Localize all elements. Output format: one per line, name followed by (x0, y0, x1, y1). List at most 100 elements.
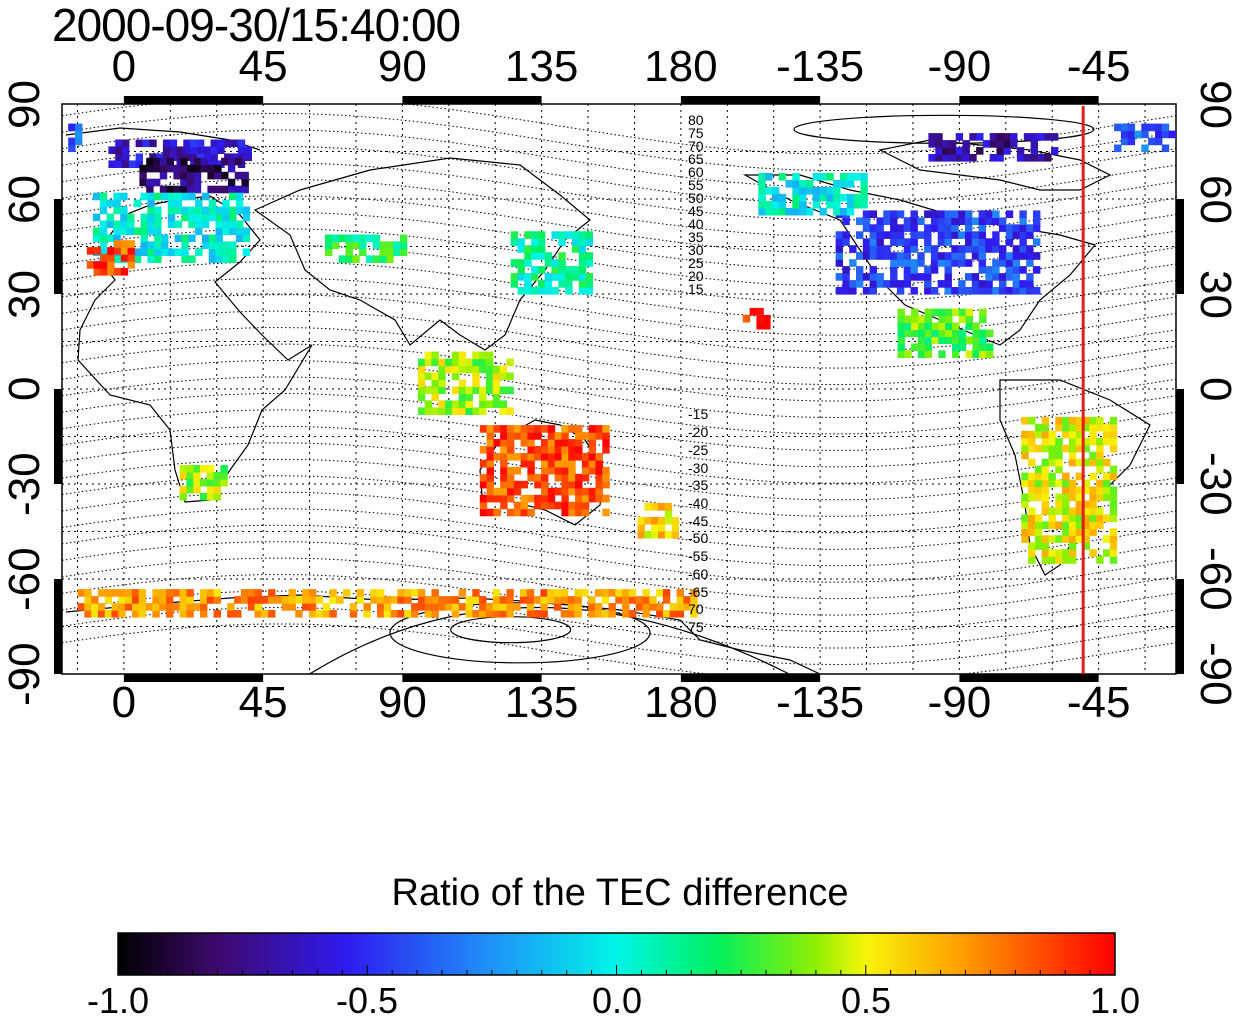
tec-cell (979, 308, 987, 317)
tec-cell (229, 248, 237, 256)
tec-cell (159, 171, 168, 180)
tec-cell (965, 273, 973, 281)
tec-cell (955, 154, 964, 162)
tec-cell (1041, 486, 1050, 495)
tec-cell (166, 185, 174, 194)
tec-cell (1012, 259, 1020, 267)
tec-cell (1109, 472, 1118, 481)
tec-cell (924, 224, 932, 232)
tec-cell (547, 425, 556, 433)
tec-cell (513, 466, 522, 475)
tec-cell (833, 207, 841, 216)
tec-cell (554, 453, 562, 461)
tec-cell (451, 386, 460, 395)
tec-cell (1021, 472, 1029, 481)
tec-cell (140, 241, 148, 249)
tec-cell (588, 439, 597, 447)
tec-cell (500, 432, 508, 440)
tec-cell (560, 589, 569, 597)
contour-line (62, 491, 1176, 550)
tec-cell (547, 487, 556, 496)
tec-cell (458, 407, 467, 415)
tec-cell (227, 157, 236, 166)
tec-cell (1062, 416, 1070, 425)
tec-cell (166, 157, 174, 166)
tec-cell (690, 603, 698, 611)
tec-cell (1048, 444, 1056, 453)
tec-cell (835, 259, 843, 267)
tec-cell (465, 393, 473, 401)
tec-cell (215, 213, 223, 222)
tec-cell (120, 227, 128, 236)
tec-cell (451, 610, 460, 618)
tec-cell (979, 336, 987, 344)
tec-cell (166, 603, 174, 611)
contour-line (62, 343, 1176, 402)
tec-cell (1075, 423, 1084, 432)
tec-cell (601, 589, 610, 597)
tec-cell (322, 603, 330, 611)
tec-cell (958, 287, 966, 295)
tec-cell (581, 466, 590, 475)
contour-label: -15 (688, 406, 709, 423)
tec-cell (215, 248, 223, 256)
tec-cell (965, 336, 973, 344)
tec-data-patches (68, 123, 1176, 618)
colorbar-label-pos-half: 0.5 (840, 980, 892, 1021)
tec-cell (404, 596, 412, 604)
tec-cell (214, 185, 222, 194)
tec-cell (1033, 287, 1041, 295)
tec-cell (924, 231, 932, 239)
tec-cell (628, 610, 637, 618)
tec-cell (1089, 451, 1097, 460)
tec-cell (958, 308, 967, 317)
tec-cell (91, 610, 99, 618)
tec-cell (486, 473, 494, 482)
tec-cell (601, 596, 610, 604)
tec-cell (676, 589, 684, 597)
tec-cell (1034, 465, 1043, 474)
tec-cell (1109, 437, 1118, 446)
tec-cell (1075, 514, 1084, 522)
tec-cell (438, 407, 446, 415)
tec-cell (510, 273, 519, 281)
tec-cell (561, 432, 569, 440)
tec-cell (288, 603, 296, 611)
tec-cell (146, 157, 154, 166)
tec-cell (377, 603, 385, 611)
tec-cell (869, 224, 877, 232)
tec-cell (180, 185, 188, 194)
tec-cell (325, 248, 333, 256)
tec-cell (431, 379, 439, 388)
left-lat-tick--90: -90 (0, 642, 49, 706)
tec-cell (1005, 210, 1014, 218)
tec-cell (924, 350, 933, 358)
tec-cell (568, 446, 576, 454)
tec-cell (658, 530, 666, 539)
tec-cell (856, 273, 864, 281)
tec-cell (1055, 451, 1063, 460)
tec-cell (377, 610, 385, 618)
tec-cell (1041, 479, 1050, 488)
tec-cell (329, 589, 337, 597)
tec-cell (431, 589, 439, 597)
tec-cell (338, 234, 346, 243)
tec-cell (1075, 493, 1084, 502)
tec-cell (971, 231, 980, 239)
tec-cell (1044, 154, 1052, 162)
tec-cell (758, 187, 766, 195)
tec-cell (458, 393, 467, 401)
tec-cell (153, 178, 161, 187)
tec-cell (835, 252, 843, 260)
tec-cell (431, 610, 439, 618)
tec-cell (108, 160, 116, 168)
tec-cell (91, 596, 99, 604)
tec-cell (479, 473, 488, 482)
tec-cell (581, 453, 590, 461)
tec-cell (890, 210, 898, 218)
tec-cell (826, 187, 834, 195)
tec-cell (147, 241, 155, 249)
tec-cell (206, 589, 215, 597)
tec-cell (1141, 130, 1149, 139)
tec-cell (765, 187, 773, 195)
